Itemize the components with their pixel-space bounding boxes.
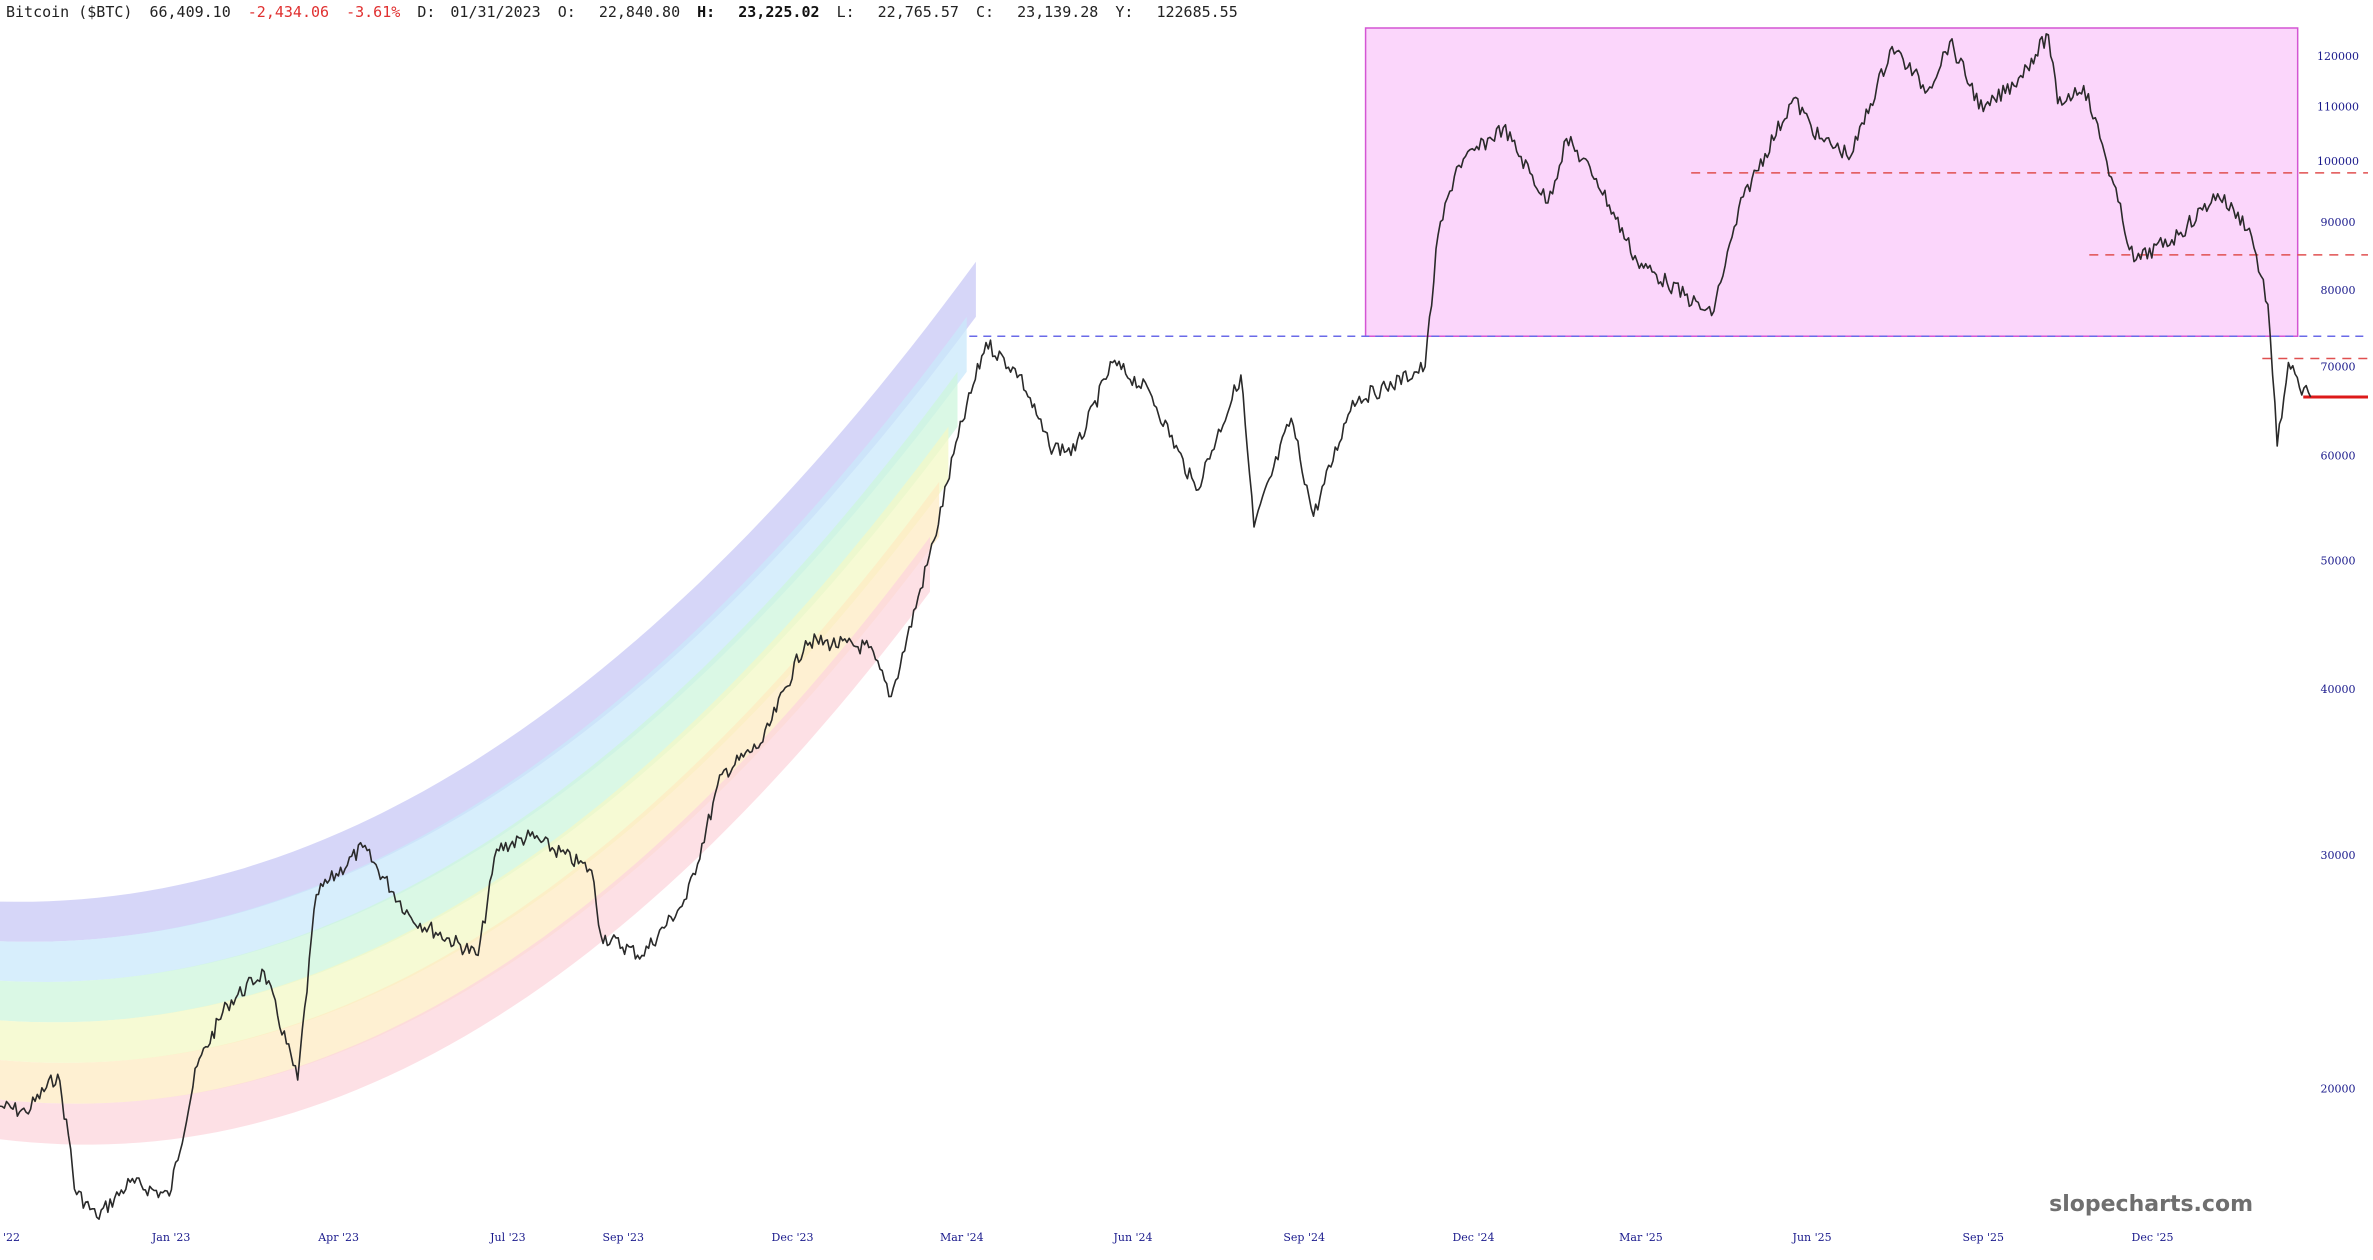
y-tick-label: 80000 [2321,284,2356,297]
header-close-label: C: [976,3,994,21]
x-axis: Oct '22 Jan '23 Apr '23 Jul '23 Sep '23 Dec '… [0,1231,2174,1244]
y-tick-label: 30000 [2321,849,2356,862]
x-tick-label: Sep '24 [1283,1231,1325,1244]
x-tick-label: Apr '23 [317,1231,359,1244]
header-open: 22,840.80 [599,3,680,21]
header-y-value: 122685.55 [1156,3,1237,21]
range-box [1364,27,2299,337]
x-tick-label: Mar '24 [940,1231,984,1244]
watermark: slopecharts.com [2049,1192,2253,1217]
level-lines-layer [969,172,2368,399]
rainbow-band-6 [0,536,930,1145]
header-date-label: D: [417,3,435,21]
x-tick-label: Jul '23 [489,1231,526,1244]
header-y-label: Y: [1115,3,1133,21]
y-tick-label: 120000 [2317,50,2359,63]
header-change-pct: -3.61% [346,3,400,21]
header-close: 23,139.28 [1017,3,1098,21]
header-date: 01/31/2023 [450,3,540,21]
y-tick-label: 60000 [2321,450,2356,463]
rainbow-band-5 [0,481,940,1104]
y-tick-label: 40000 [2321,683,2356,696]
rainbow-band-4 [0,426,949,1063]
x-tick-label: Dec '25 [2132,1231,2174,1244]
y-tick-label: 70000 [2321,361,2356,374]
x-tick-label: Jun '24 [1112,1231,1152,1244]
y-tick-label: 90000 [2321,216,2356,229]
x-tick-label: Mar '25 [1619,1231,1663,1244]
x-tick-label: Sep '25 [1962,1231,2004,1244]
x-tick-label: Sep '23 [602,1231,644,1244]
header-low-label: L: [837,3,855,21]
range-box-layer [1364,27,2299,337]
x-tick-label: Jan '23 [151,1231,191,1244]
header-high: 23,225.02 [738,3,819,21]
price-series-layer [0,33,2312,1220]
header-high-label: H: [697,3,715,21]
x-tick-label: Jun '25 [1792,1231,1832,1244]
y-tick-label: 20000 [2321,1083,2356,1096]
y-tick-label: 50000 [2321,555,2356,568]
price-line [0,33,2312,1220]
x-tick-label: Dec '24 [1452,1231,1494,1244]
x-tick-label: Dec '23 [772,1231,814,1244]
header-name: Bitcoin ($BTC) [6,3,132,21]
y-axis: 20000 30000 40000 50000 60000 70000 80000 90000… [2317,50,2359,1095]
header-last: 66,409.10 [149,3,230,21]
x-tick-label: Oct '22 [0,1231,20,1244]
rainbow-band-layer [0,261,976,1145]
y-tick-label: 110000 [2317,100,2359,113]
chart-header: Bitcoin ($BTC) 66,409.10 -2,434.06 -3.61… [6,3,1238,21]
header-low: 22,765.57 [878,3,959,21]
header-open-label: O: [558,3,576,21]
header-change: -2,434.06 [248,3,329,21]
y-tick-label: 100000 [2317,155,2359,168]
